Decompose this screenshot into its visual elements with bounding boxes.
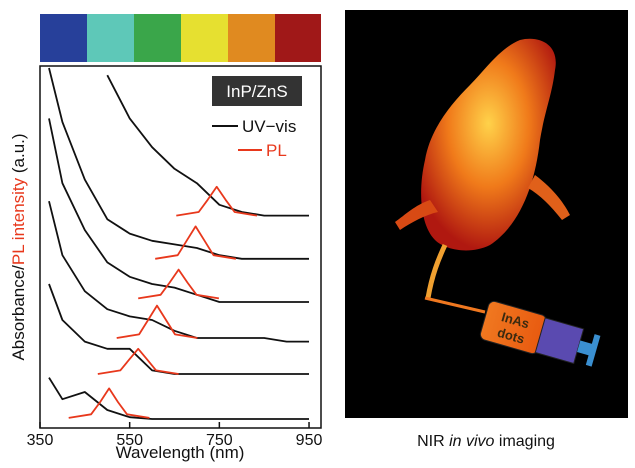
syringe-label: InAs (500, 309, 531, 331)
data-line (48, 118, 309, 303)
x-tick-label: 950 (296, 432, 323, 449)
color-strip (40, 14, 321, 62)
caption-part: imaging (494, 433, 554, 450)
data-line (48, 283, 309, 375)
x-tick-label: 750 (206, 432, 233, 449)
annotation-box (212, 76, 302, 106)
y-label-part: PL intensity (9, 177, 28, 265)
x-axis-label: Wavelength (nm) (116, 443, 245, 462)
syringe-label: dots (496, 325, 527, 347)
caption-part: NIR (417, 433, 449, 450)
data-line (106, 74, 309, 217)
x-tick-label: 350 (27, 432, 54, 449)
legend-label: UV−vis (242, 117, 296, 136)
data-line (48, 67, 309, 260)
plot (48, 67, 309, 420)
data-line (155, 225, 237, 260)
data-line (116, 304, 198, 339)
y-label-part: (a.u.) (9, 133, 28, 177)
y-label-part: Absorbance/ (9, 265, 28, 361)
data-line (138, 268, 220, 300)
image-panel: InAs dots (345, 10, 628, 418)
x-tick-label: 550 (116, 432, 143, 449)
plot-frame (39, 65, 322, 429)
data-line (48, 377, 309, 420)
caption-part: in vivo (449, 433, 494, 450)
data-line (97, 347, 179, 375)
annotation: InP/ZnS (226, 82, 287, 101)
y-axis-label: Absorbance/PL intensity (a.u.) (9, 133, 28, 360)
caption: NIR in vivo imaging (417, 433, 555, 450)
data-line (68, 387, 150, 419)
legend-label: PL (266, 141, 287, 160)
data-line (48, 200, 309, 343)
data-line (176, 185, 258, 217)
